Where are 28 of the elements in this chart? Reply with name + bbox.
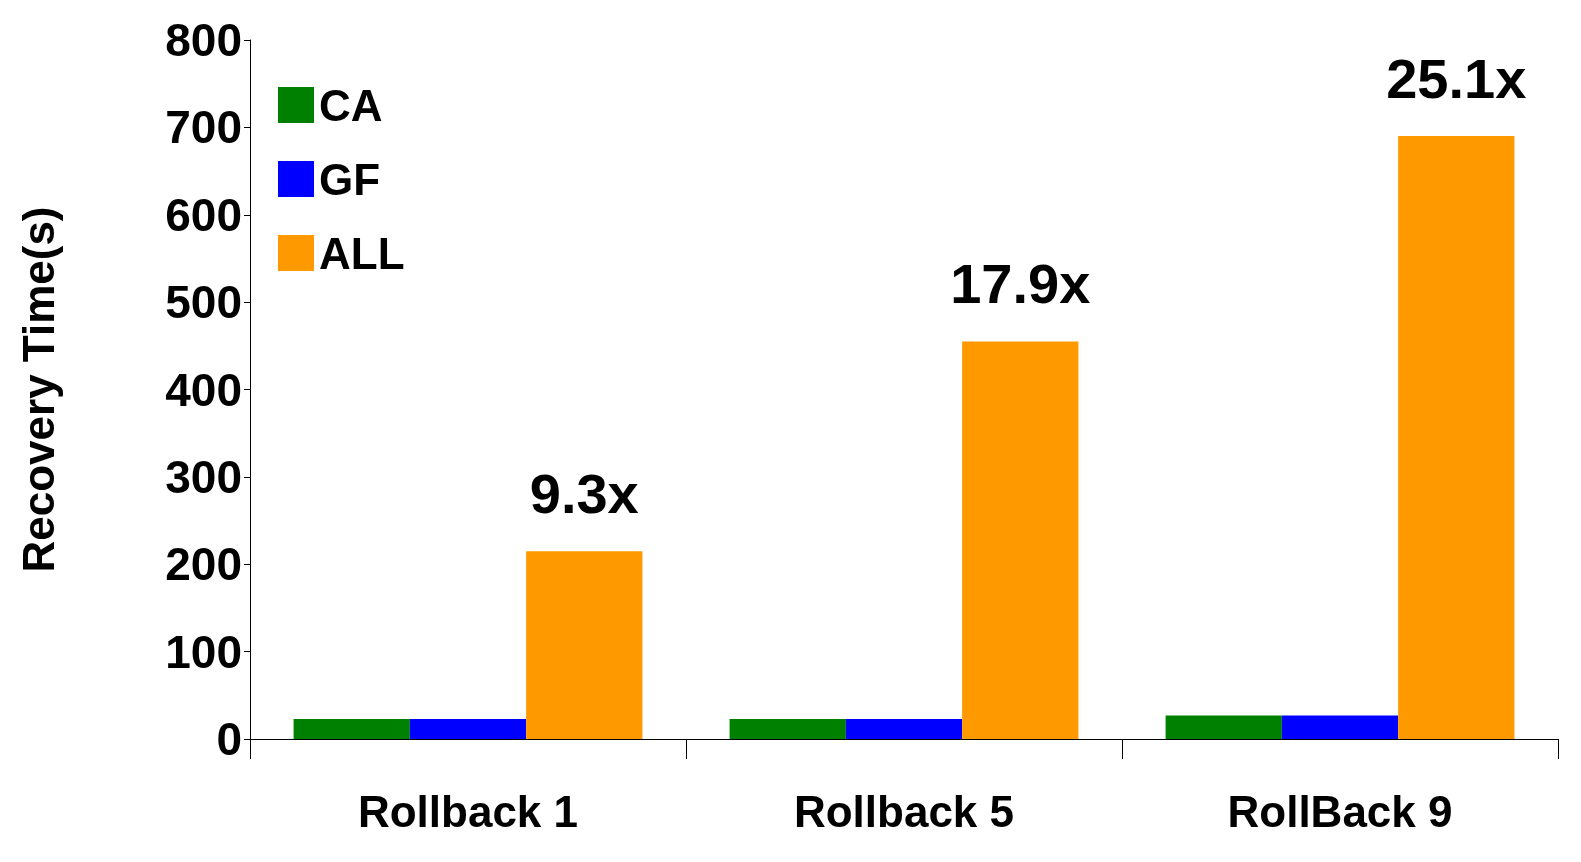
- legend-label: ALL: [319, 228, 405, 278]
- annotation: 17.9x: [950, 251, 1091, 315]
- y-tick-label: 400: [165, 363, 242, 416]
- y-tick-label: 700: [165, 101, 242, 154]
- bar: [293, 718, 410, 739]
- y-tick-label: 100: [165, 625, 242, 678]
- y-tick-label: 800: [165, 14, 242, 66]
- bar: [1281, 715, 1399, 739]
- bar: [526, 551, 643, 739]
- y-tick-label: 500: [165, 276, 242, 329]
- annotation: 9.3x: [529, 461, 639, 525]
- x-tick-label: RollBack 9: [1227, 786, 1453, 836]
- y-tick-label: 0: [216, 713, 242, 765]
- bar: [1165, 715, 1282, 739]
- x-tick-label: Rollback 5: [793, 786, 1015, 836]
- legend-label: GF: [319, 154, 381, 204]
- bar: [729, 718, 846, 739]
- annotation: 25.1x: [1386, 46, 1527, 110]
- legend-label: CA: [319, 80, 383, 130]
- y-tick-label: 600: [165, 188, 242, 241]
- bar: [962, 341, 1079, 739]
- x-tick-label: Rollback 1: [357, 786, 579, 836]
- bar: [845, 718, 963, 739]
- bar: [1398, 136, 1515, 739]
- bar: [409, 718, 527, 739]
- y-tick-label: 200: [165, 538, 242, 591]
- y-axis-title: Recovery Time(s): [13, 206, 63, 573]
- y-tick-label: 300: [165, 450, 242, 503]
